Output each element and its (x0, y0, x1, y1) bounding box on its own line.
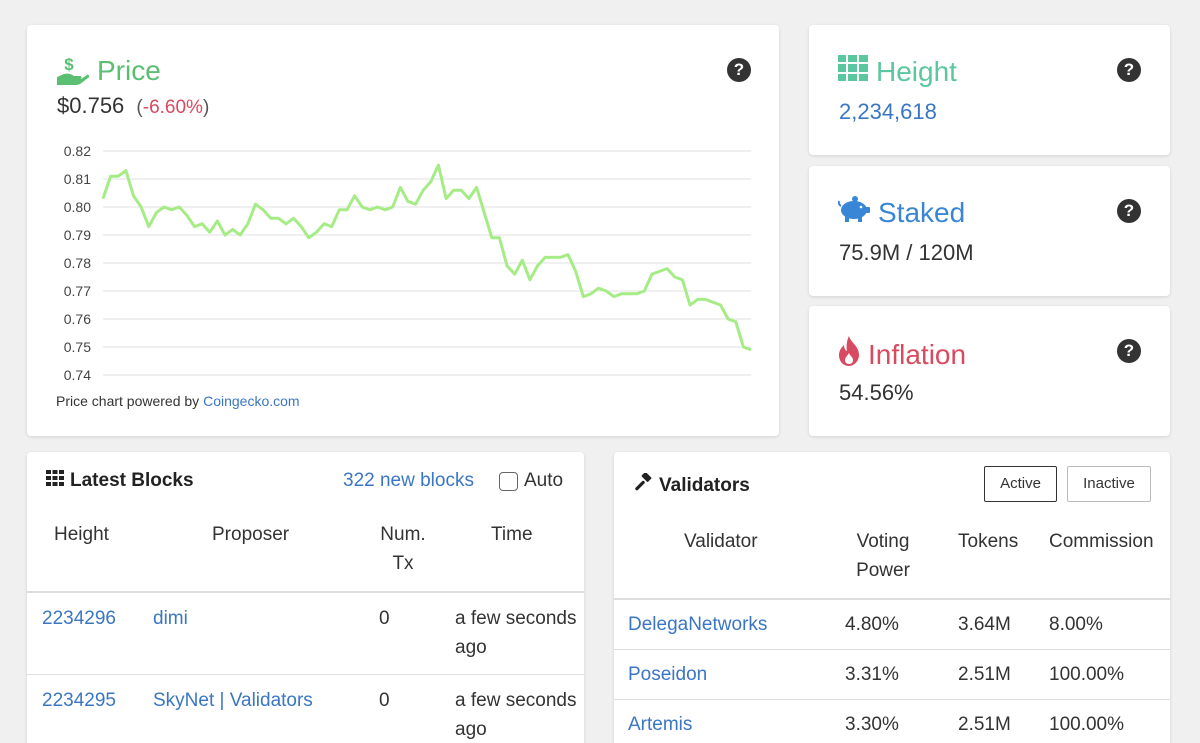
staked-title-label: Staked (878, 196, 966, 228)
validator-tokens: 3.64M (958, 614, 1011, 635)
auto-label: Auto (524, 470, 564, 491)
grid-icon (838, 55, 868, 88)
coingecko-link[interactable]: Coingecko.com (203, 393, 300, 409)
validator-row: DelegaNetworks 4.80% 3.64M 8.00% (614, 599, 1170, 650)
blocks-header: Latest Blocks (46, 470, 194, 492)
y-tick-label: 0.81 (64, 171, 91, 187)
height-value[interactable]: 2,234,618 (839, 99, 937, 124)
validator-tokens: 2.51M (958, 664, 1011, 685)
staked-help-icon[interactable]: ? (1117, 199, 1141, 223)
col-tokens: Tokens (958, 531, 1019, 552)
y-tick-label: 0.78 (64, 255, 91, 271)
inflation-title: Inflation (838, 336, 966, 373)
block-proposer-link[interactable]: SkyNet | Validators (153, 690, 313, 711)
block-row: 2234295 SkyNet | Validators 0 a few seconds… (27, 675, 584, 743)
auto-checkbox[interactable] (499, 471, 518, 491)
price-change-close: ) (202, 97, 210, 118)
chart-attribution: Price chart powered by Coingecko.com (56, 393, 300, 409)
auto-toggle[interactable]: Auto (499, 470, 563, 492)
staked-title: Staked (837, 196, 966, 229)
new-blocks-link[interactable]: 322 new blocks (343, 470, 474, 491)
inflation-title-label: Inflation (868, 338, 967, 370)
fire-icon (838, 336, 860, 373)
tab-inactive[interactable]: Inactive (1067, 466, 1151, 502)
col-height: Height (54, 524, 109, 545)
y-tick-label: 0.77 (64, 283, 91, 299)
inflation-help-icon[interactable]: ? (1117, 339, 1141, 363)
col-num-tx-label: Num. Tx (380, 524, 426, 574)
height-title-label: Height (876, 55, 957, 87)
hand-holding-dollar-icon: $ (55, 55, 90, 87)
inflation-value: 54.56% (839, 380, 914, 405)
price-value: $0.756 (57, 93, 125, 118)
block-num-tx: 0 (379, 608, 390, 629)
validator-commission: 100.00% (1049, 714, 1125, 735)
block-proposer-link[interactable]: dimi (153, 608, 188, 629)
col-num-tx: Num. Tx (366, 520, 455, 592)
validator-commission: 8.00% (1049, 614, 1103, 635)
staked-value: 75.9M / 120M (839, 240, 974, 265)
col-proposer: Proposer (212, 524, 290, 545)
block-time: a few seconds ago (455, 608, 577, 658)
y-tick-label: 0.74 (64, 367, 91, 383)
validator-tokens: 2.51M (958, 714, 1011, 735)
validator-commission: 100.00% (1049, 664, 1125, 685)
validators-header: Validators (633, 472, 750, 499)
price-change: -6.60% (142, 97, 203, 118)
validators-title: Validators (659, 475, 750, 496)
latest-blocks-card: Latest Blocks 322 new blocks Auto Height… (27, 452, 584, 743)
validator-name-link[interactable]: Poseidon (628, 664, 708, 685)
col-voting-power: Voting Power (831, 527, 944, 599)
y-tick-label: 0.80 (64, 199, 91, 215)
th-icon (46, 470, 64, 492)
price-chart: 0.82 0.81 0.80 0.79 0.78 0.77 0.76 0.75 0.74 (64, 143, 752, 383)
validator-name-link[interactable]: DelegaNetworks (628, 614, 768, 635)
y-tick-label: 0.79 (64, 227, 91, 243)
y-tick-label: 0.76 (64, 311, 91, 327)
height-card: Height ? 2,234,618 (809, 25, 1170, 155)
validator-voting-power: 3.30% (845, 714, 899, 735)
price-title: $ Price (55, 55, 161, 87)
validator-row: Artemis 3.30% 2.51M 100.00% (614, 700, 1170, 743)
price-value-line: $0.756 (-6.60%) (57, 93, 209, 119)
col-validator: Validator (684, 531, 758, 552)
gavel-icon (633, 472, 653, 499)
validator-voting-power: 3.31% (845, 664, 899, 685)
y-tick-label: 0.82 (64, 143, 91, 159)
svg-text:$: $ (64, 55, 74, 74)
col-time: Time (491, 524, 533, 545)
price-change-wrap: (-6.60%) (136, 97, 209, 118)
block-num-tx: 0 (379, 690, 390, 711)
chart-attribution-text: Price chart powered by (56, 393, 204, 409)
block-height-link[interactable]: 2234296 (42, 608, 116, 629)
price-help-icon[interactable]: ? (727, 58, 751, 82)
piggy-bank-icon (837, 196, 870, 229)
validator-row: Poseidon 3.31% 2.51M 100.00% (614, 650, 1170, 700)
price-change-open: ( (136, 97, 143, 118)
validators-card: Validators Active Inactive Validator Vot… (614, 452, 1170, 743)
height-title: Height (838, 55, 957, 88)
block-row: 2234296 dimi 0 a few seconds ago (27, 592, 584, 675)
validators-table-header: Validator Voting Power Tokens Commission (614, 527, 1170, 599)
inflation-card: Inflation ? 54.56% (809, 306, 1170, 436)
blocks-table-header: Height Proposer Num. Tx Time (27, 520, 584, 592)
staked-card: Staked ? 75.9M / 120M (809, 166, 1170, 296)
validators-table: Validator Voting Power Tokens Commission… (614, 527, 1170, 743)
price-series-line (101, 163, 752, 352)
tab-active[interactable]: Active (984, 466, 1057, 502)
block-time: a few seconds ago (455, 690, 577, 740)
price-card: $ Price ? $0.756 (-6.60%) 0.82 0.81 0.80 0.… (27, 25, 779, 436)
validator-name-link[interactable]: Artemis (628, 714, 693, 735)
blocks-title: Latest Blocks (70, 470, 194, 491)
validator-voting-power: 4.80% (845, 614, 899, 635)
price-title-label: Price (97, 55, 161, 86)
y-tick-label: 0.75 (64, 339, 91, 355)
block-height-link[interactable]: 2234295 (42, 690, 116, 711)
blocks-table: Height Proposer Num. Tx Time 2234296 dimi… (27, 520, 584, 743)
col-commission: Commission (1049, 531, 1154, 552)
col-voting-power-label: Voting Power (856, 531, 910, 581)
height-help-icon[interactable]: ? (1117, 58, 1141, 82)
